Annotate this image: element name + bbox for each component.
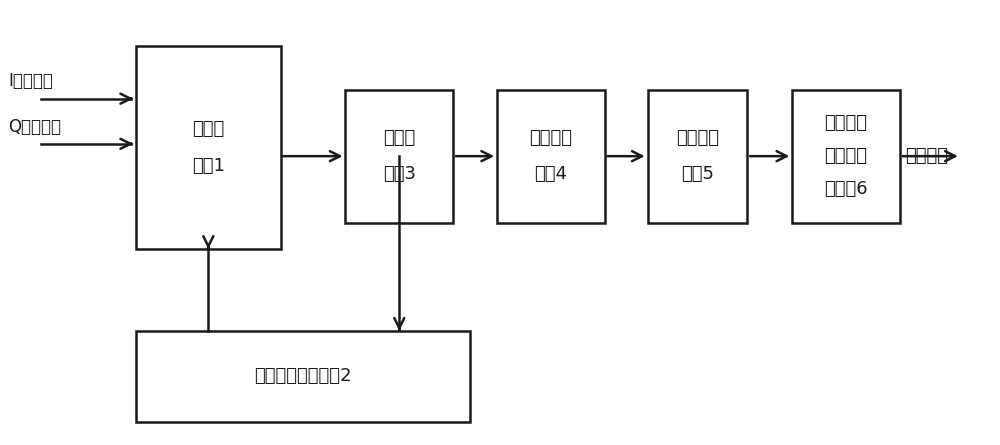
Bar <box>497 90 605 222</box>
Text: 数字编码: 数字编码 <box>529 129 572 147</box>
Text: I输入信号: I输入信号 <box>8 72 53 90</box>
Text: 分信号发: 分信号发 <box>825 147 868 165</box>
Text: 低电压差: 低电压差 <box>825 114 868 132</box>
Text: 模块4: 模块4 <box>534 166 567 183</box>
Bar <box>345 90 453 222</box>
Bar <box>648 90 747 222</box>
Text: Q输入信号: Q输入信号 <box>8 118 61 137</box>
Text: 输出信号: 输出信号 <box>905 147 948 165</box>
Bar <box>792 90 900 222</box>
Bar <box>136 45 281 249</box>
Text: 送模块6: 送模块6 <box>824 180 868 198</box>
Bar <box>136 331 470 421</box>
Text: 模块5: 模块5 <box>681 166 714 183</box>
Text: 加法权重校准模块2: 加法权重校准模块2 <box>254 367 352 385</box>
Text: 模块3: 模块3 <box>383 166 416 183</box>
Text: 串并转换: 串并转换 <box>676 129 719 147</box>
Text: 模块1: 模块1 <box>192 157 225 174</box>
Text: 加法器: 加法器 <box>192 120 224 138</box>
Text: 比较器: 比较器 <box>383 129 415 147</box>
